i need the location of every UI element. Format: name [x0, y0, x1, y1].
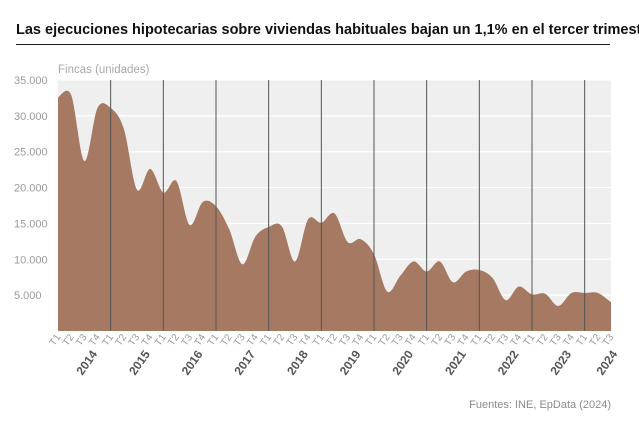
x-tick-year: 2020: [389, 347, 416, 377]
x-axis-quarter-ticks: T1T2T3T4T1T2T3T4T1T2T3T4T1T2T3T4T1T2T3T4…: [48, 332, 617, 348]
y-axis-label: Fincas (unidades): [58, 64, 150, 76]
x-tick-year: 2021: [442, 347, 469, 377]
y-tick-label: 35.000: [14, 75, 48, 87]
x-tick-year: 2015: [126, 347, 153, 377]
y-axis-ticks: 5.000 10.000 15.000 20.000 25.000 30.000 35.00…: [14, 75, 48, 302]
y-tick-label: 5.000: [14, 290, 42, 302]
y-tick-label: 20.000: [14, 183, 48, 195]
x-tick-year: 2019: [337, 347, 364, 377]
x-tick-year: 2014: [73, 347, 100, 377]
x-tick-quarter: T3: [601, 332, 617, 348]
x-tick-year: 2024: [594, 347, 621, 377]
y-tick-label: 10.000: [14, 254, 48, 266]
y-tick-label: 30.000: [14, 111, 48, 123]
x-axis-year-ticks: 2014 2015 2016 2017 2018 2019 2020 2021 2022 2023…: [73, 347, 620, 377]
area-series: [58, 90, 611, 331]
y-tick-label: 25.000: [14, 147, 48, 159]
x-tick-year: 2023: [547, 347, 574, 377]
x-tick-year: 2017: [231, 347, 258, 377]
year-separators: [110, 80, 586, 331]
x-tick-year: 2016: [179, 347, 206, 377]
x-tick-year: 2018: [284, 347, 311, 377]
source-note: Fuentes: INE, EpData (2024): [469, 399, 611, 411]
chart-title: Las ejecuciones hipotecarias sobre vivie…: [16, 22, 639, 38]
x-tick-year: 2022: [495, 347, 522, 377]
title-divider: [16, 44, 610, 45]
y-tick-label: 15.000: [14, 218, 48, 230]
